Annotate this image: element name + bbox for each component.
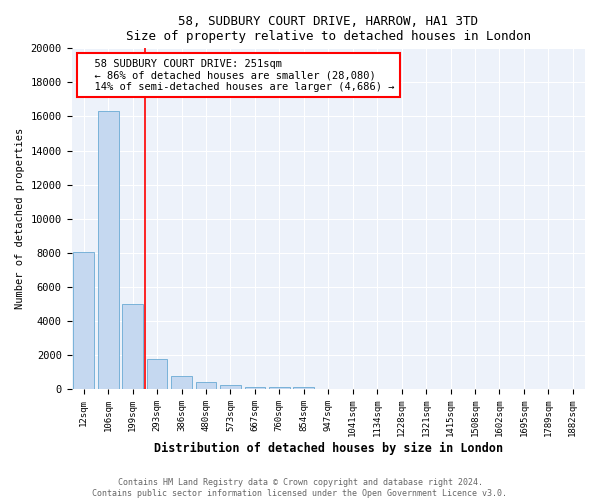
Bar xyxy=(171,376,192,389)
Text: Contains HM Land Registry data © Crown copyright and database right 2024.
Contai: Contains HM Land Registry data © Crown c… xyxy=(92,478,508,498)
Bar xyxy=(293,387,314,389)
Bar xyxy=(73,252,94,389)
Bar xyxy=(147,359,167,389)
Bar xyxy=(245,386,265,389)
Bar xyxy=(269,387,290,389)
Bar xyxy=(220,385,241,389)
Y-axis label: Number of detached properties: Number of detached properties xyxy=(15,128,25,310)
Bar xyxy=(122,304,143,389)
Text: 58 SUDBURY COURT DRIVE: 251sqm
  ← 86% of detached houses are smaller (28,080)
 : 58 SUDBURY COURT DRIVE: 251sqm ← 86% of … xyxy=(82,58,394,92)
X-axis label: Distribution of detached houses by size in London: Distribution of detached houses by size … xyxy=(154,442,503,455)
Bar xyxy=(98,112,119,389)
Bar xyxy=(196,382,217,389)
Title: 58, SUDBURY COURT DRIVE, HARROW, HA1 3TD
Size of property relative to detached h: 58, SUDBURY COURT DRIVE, HARROW, HA1 3TD… xyxy=(126,15,531,43)
